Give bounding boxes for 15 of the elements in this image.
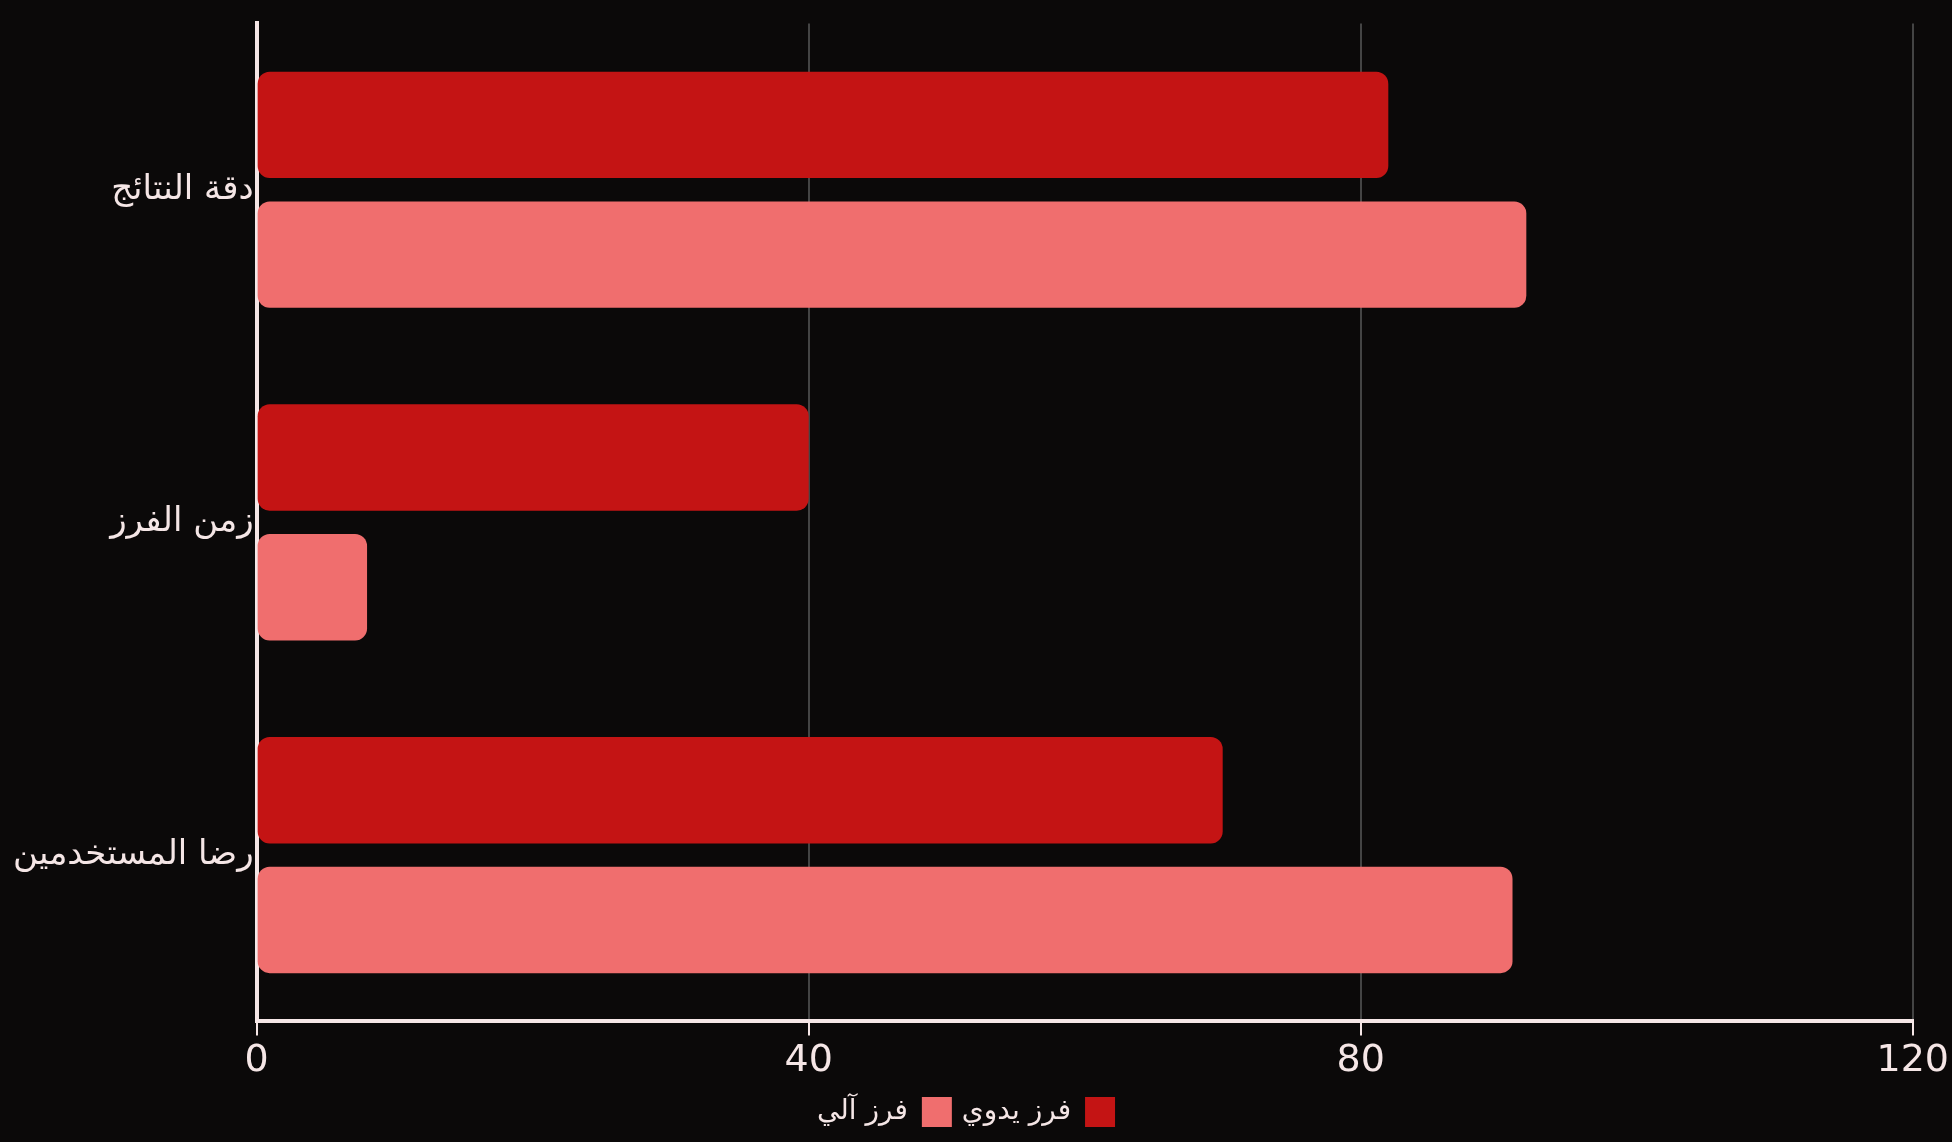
legend-label: فرز يدوي: [961, 1093, 1072, 1127]
bar: [257, 737, 1223, 844]
legend-label: فرز آلي: [816, 1093, 908, 1127]
y-tick-label: دقة النتائج: [111, 166, 254, 207]
bar: [257, 534, 368, 641]
x-tick-label: 0: [244, 1036, 269, 1081]
bar: [257, 71, 1389, 179]
x-tick-label: 80: [1336, 1036, 1385, 1081]
y-tick-label: رضا المستخدمين: [13, 831, 254, 873]
bar: [257, 201, 1527, 308]
x-tick-label: 40: [784, 1036, 833, 1081]
bar: [257, 866, 1513, 974]
bar: [257, 404, 809, 511]
x-tick-label: 120: [1876, 1036, 1949, 1081]
y-tick-label: زمن الفرز: [108, 499, 254, 541]
